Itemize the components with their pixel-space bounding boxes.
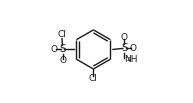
Text: 2: 2 bbox=[127, 57, 131, 62]
Text: NH: NH bbox=[124, 55, 138, 64]
Text: O: O bbox=[121, 33, 128, 42]
Text: S: S bbox=[121, 43, 128, 53]
Text: O: O bbox=[59, 56, 66, 65]
Text: O: O bbox=[51, 45, 58, 54]
Text: Cl: Cl bbox=[89, 74, 98, 83]
Text: Cl: Cl bbox=[58, 30, 66, 39]
Text: S: S bbox=[59, 44, 66, 54]
Text: O: O bbox=[129, 44, 136, 53]
